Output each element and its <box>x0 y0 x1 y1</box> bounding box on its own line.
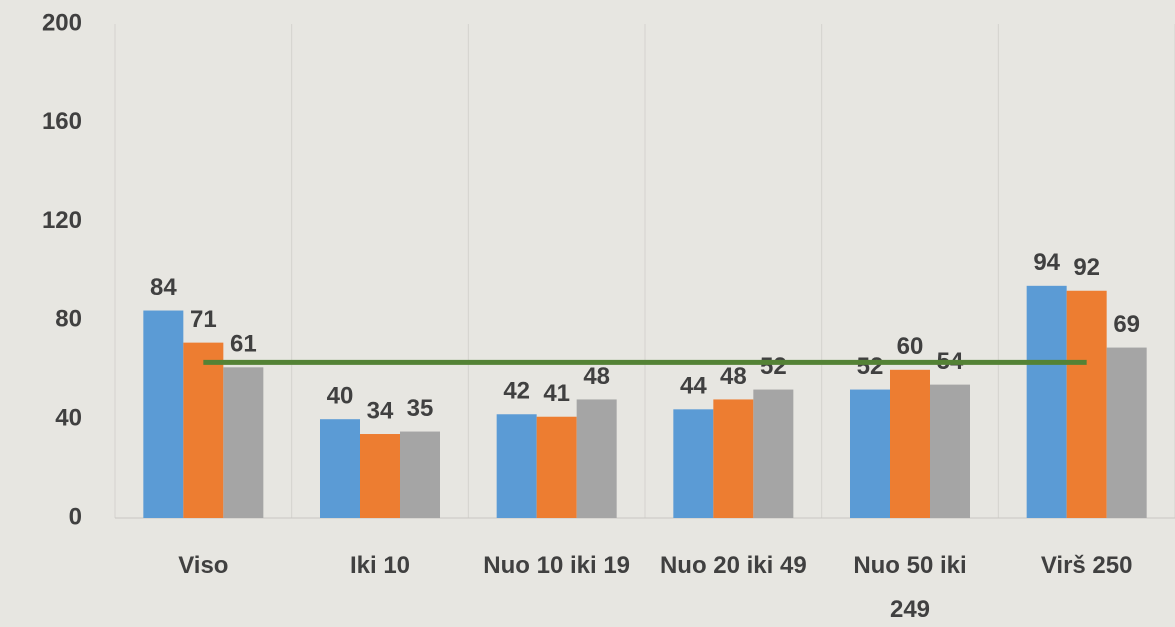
bar <box>753 389 794 518</box>
data-label: 71 <box>190 306 217 333</box>
x-tick-label: Nuo 10 iki 19 <box>483 552 631 579</box>
x-tick-label: Nuo 50 iki 249 <box>853 552 967 623</box>
data-label: 52 <box>760 353 787 380</box>
y-tick-label: 0 <box>69 503 82 530</box>
data-label: 35 <box>407 395 434 422</box>
bar <box>496 414 537 518</box>
data-label: 92 <box>1073 254 1100 281</box>
bar <box>673 409 714 518</box>
data-label: 94 <box>1033 249 1060 276</box>
bar <box>320 419 360 518</box>
x-tick-label: Iki 10 <box>349 552 411 579</box>
bar <box>890 369 930 518</box>
data-label: 84 <box>150 274 177 301</box>
bar <box>143 310 184 518</box>
bar <box>223 367 264 518</box>
bar <box>1026 285 1067 518</box>
data-label: 48 <box>720 363 747 390</box>
bar <box>850 389 890 518</box>
data-label: 52 <box>857 353 884 380</box>
data-label: 44 <box>680 373 707 400</box>
data-label: 42 <box>503 378 530 405</box>
bar <box>713 399 754 518</box>
data-label: 60 <box>897 333 924 360</box>
y-tick-label: 160 <box>42 108 82 135</box>
bar <box>1066 290 1107 518</box>
x-tick-label: Virš 250 <box>1040 552 1133 579</box>
data-label: 48 <box>583 363 610 390</box>
bar <box>400 431 440 518</box>
data-label: 69 <box>1113 311 1140 338</box>
bar <box>536 416 577 518</box>
data-label: 61 <box>230 331 257 358</box>
data-label: 41 <box>543 380 570 407</box>
bar <box>1106 347 1147 518</box>
y-tick-label: 200 <box>42 9 82 36</box>
bar <box>360 434 400 518</box>
bar <box>183 342 224 518</box>
x-tick-label: Nuo 20 iki 49 <box>659 552 807 579</box>
bar <box>576 399 617 518</box>
data-label: 40 <box>327 383 354 410</box>
x-tick-label: Viso <box>178 552 229 579</box>
y-tick-label: 40 <box>55 405 82 432</box>
data-label: 34 <box>367 397 394 424</box>
y-tick-label: 80 <box>55 306 82 333</box>
bar <box>930 384 970 518</box>
y-tick-label: 120 <box>42 207 82 234</box>
